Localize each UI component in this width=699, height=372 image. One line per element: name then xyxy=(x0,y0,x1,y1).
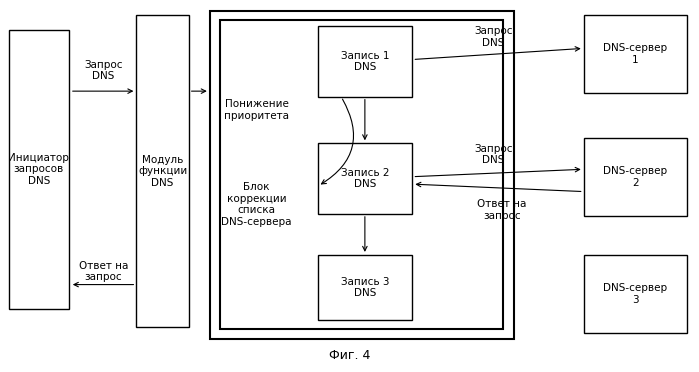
Bar xyxy=(220,20,503,329)
Bar xyxy=(9,30,69,309)
Bar xyxy=(318,255,412,320)
Text: Запрос
DNS: Запрос DNS xyxy=(474,26,513,48)
Text: Фиг. 4: Фиг. 4 xyxy=(329,349,370,362)
Text: Запрос
DNS: Запрос DNS xyxy=(474,144,513,165)
Bar xyxy=(584,255,687,333)
Bar xyxy=(584,138,687,216)
Text: Понижение
приоритета: Понижение приоритета xyxy=(224,99,289,121)
FancyArrowPatch shape xyxy=(322,99,354,184)
Text: Запись 3
DNS: Запись 3 DNS xyxy=(341,276,389,298)
Bar xyxy=(318,143,412,214)
Text: Блок
коррекции
списка
DNS-сервера: Блок коррекции списка DNS-сервера xyxy=(222,182,291,227)
Text: DNS-сервер
1: DNS-сервер 1 xyxy=(603,43,668,65)
Text: Ответ на
запрос: Ответ на запрос xyxy=(79,261,128,282)
Text: Модуль
функции
DNS: Модуль функции DNS xyxy=(138,154,187,188)
Bar xyxy=(210,11,514,339)
Text: Запись 2
DNS: Запись 2 DNS xyxy=(341,168,389,189)
Text: DNS-сервер
3: DNS-сервер 3 xyxy=(603,283,668,305)
Text: Запись 1
DNS: Запись 1 DNS xyxy=(341,51,389,72)
Text: Ответ на
запрос: Ответ на запрос xyxy=(477,199,526,221)
Text: Инициатор
запросов
DNS: Инициатор запросов DNS xyxy=(8,153,69,186)
Bar xyxy=(584,15,687,93)
Text: DNS-сервер
2: DNS-сервер 2 xyxy=(603,166,668,187)
Text: Запрос
DNS: Запрос DNS xyxy=(84,60,123,81)
Bar xyxy=(136,15,189,327)
Bar xyxy=(318,26,412,97)
